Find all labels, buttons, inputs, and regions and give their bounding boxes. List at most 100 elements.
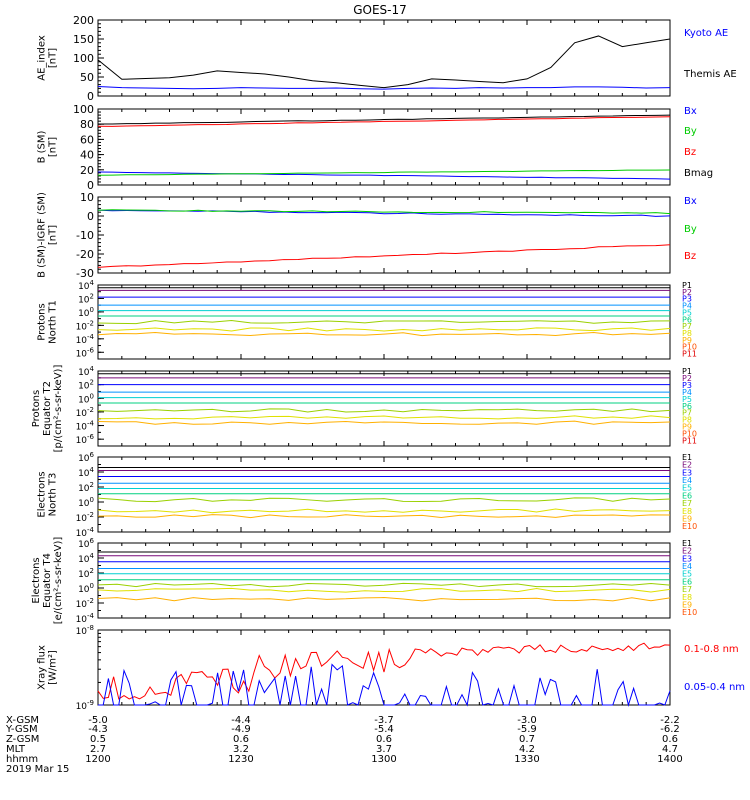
channel-label: P1 <box>682 367 692 376</box>
channel-label: E4 <box>682 476 692 485</box>
y-tick-label: 60 <box>80 133 94 146</box>
panel-frame <box>97 456 671 533</box>
footer-value: 0.6 <box>376 734 392 745</box>
y-tick-label: 10-2 <box>76 597 94 610</box>
footer-value: -3.0 <box>517 715 537 726</box>
footer-value: -3.7 <box>374 715 394 726</box>
footer-value: -4.9 <box>231 724 251 735</box>
channel-label: P4 <box>682 388 692 397</box>
footer-row-label: X-GSM <box>6 715 39 726</box>
footer-value: 1200 <box>85 754 110 765</box>
footer-value: 0.6 <box>233 734 249 745</box>
series-line-by <box>97 209 671 215</box>
channel-label: E8 <box>682 593 692 602</box>
series-line-xray-long <box>97 642 671 700</box>
channel-label: P10 <box>682 430 697 439</box>
y-axis-label: Xray flux[W/m²] <box>37 645 59 690</box>
channel-label: P1 <box>682 281 692 290</box>
footer-value: 4.7 <box>662 744 678 755</box>
y-tick-label: 102 <box>78 481 94 494</box>
series-line-by <box>97 169 671 176</box>
channel-line-p7 <box>97 408 671 413</box>
y-tick-label: 0 <box>87 179 94 192</box>
y-axis-label: B (SM)[nT] <box>37 130 59 163</box>
y-tick-label: 100 <box>73 52 94 65</box>
channel-label: P8 <box>682 329 692 338</box>
series-line-xray-short <box>98 663 671 707</box>
footer-value: -5.9 <box>517 724 537 735</box>
footer-value: 3.2 <box>233 744 249 755</box>
legend-entry: Bx <box>684 196 697 207</box>
y-tick-label: 10-6 <box>76 433 95 446</box>
channel-line-p8 <box>97 327 671 332</box>
channel-line-e8 <box>97 508 671 514</box>
y-tick-label: 150 <box>73 33 94 46</box>
panel-frame <box>97 19 671 97</box>
panel-7: ElectronsEquator T4[e/(cm²-s-sr-keV)] 10-… <box>31 537 697 625</box>
channel-label: E10 <box>682 522 697 531</box>
footer-row-label: Y-GSM <box>5 724 38 735</box>
channel-line-e9 <box>97 597 671 602</box>
channel-label: E5 <box>682 570 692 579</box>
y-tick-label: 100 <box>78 392 94 405</box>
y-tick-label: 10 <box>80 191 94 204</box>
channel-label: P11 <box>682 350 697 359</box>
y-tick-label: 10-4 <box>76 420 95 433</box>
y-tick-label: 102 <box>78 379 94 392</box>
channel-line-e7 <box>97 497 671 503</box>
channel-label: P2 <box>682 374 692 383</box>
y-tick-label: 100 <box>78 582 94 595</box>
footer-row-label: Z-GSM <box>6 734 39 745</box>
y-tick-label: 10-2 <box>76 511 94 524</box>
y-axis-label: ProtonsNorth T1 <box>37 300 59 344</box>
channel-label: E9 <box>682 514 692 523</box>
channel-label: E4 <box>682 562 692 571</box>
channel-label: P6 <box>682 315 692 324</box>
legend-entry: Themis AE <box>683 69 737 80</box>
y-tick-label: -20 <box>76 248 94 261</box>
y-tick-label: 10-4 <box>76 333 95 346</box>
channel-label: E3 <box>682 554 692 563</box>
channel-label: P8 <box>682 416 692 425</box>
footer-value: 4.2 <box>519 744 535 755</box>
y-tick-label: 104 <box>78 552 94 565</box>
channel-label: P9 <box>682 336 692 345</box>
channel-line-p8 <box>97 415 671 420</box>
y-tick-label: 104 <box>78 279 94 292</box>
y-tick-label: 40 <box>80 149 94 162</box>
y-tick-label: 102 <box>78 567 94 580</box>
y-tick-label: 10-4 <box>76 526 95 539</box>
panel-1: AE_index[nT] 0 50 100 150 200 Kyoto AE Themis A… <box>37 14 737 103</box>
y-tick-label: -10 <box>76 229 94 242</box>
footer-value: -4.4 <box>231 715 251 726</box>
footer-row-label: hhmm <box>6 754 38 765</box>
channel-line-p9 <box>97 420 671 425</box>
legend-entry: By <box>684 126 697 137</box>
y-tick-label: 106 <box>78 537 94 550</box>
channel-line-e9 <box>97 514 671 519</box>
channel-label: E6 <box>682 577 692 586</box>
channel-label: P4 <box>682 302 692 311</box>
footer-row-label: 2019 Mar 15 <box>6 764 69 775</box>
series-line-bx <box>97 209 671 217</box>
footer-row-label: MLT <box>6 744 26 755</box>
y-axis-label: B (SM)-IGRF (SM)[nT] <box>37 192 59 278</box>
footer-value: 3.7 <box>376 744 392 755</box>
y-tick-label: 50 <box>80 71 94 84</box>
series-line-bz <box>97 244 671 268</box>
channel-label: E10 <box>682 608 697 617</box>
y-axis-label: ProtonsEquator T2[p/(cm²-s-sr-keV)] <box>31 365 64 453</box>
footer-value: -2.2 <box>660 715 680 726</box>
series-line-bz <box>97 116 671 127</box>
series-line-themis-ae <box>97 35 671 89</box>
channel-label: P6 <box>682 402 692 411</box>
y-tick-label: 10-8 <box>76 624 94 637</box>
y-tick-label: 200 <box>73 14 94 27</box>
legend-entry: Bz <box>684 147 696 158</box>
channel-label: E1 <box>682 539 692 548</box>
channel-line-e7 <box>97 582 671 588</box>
